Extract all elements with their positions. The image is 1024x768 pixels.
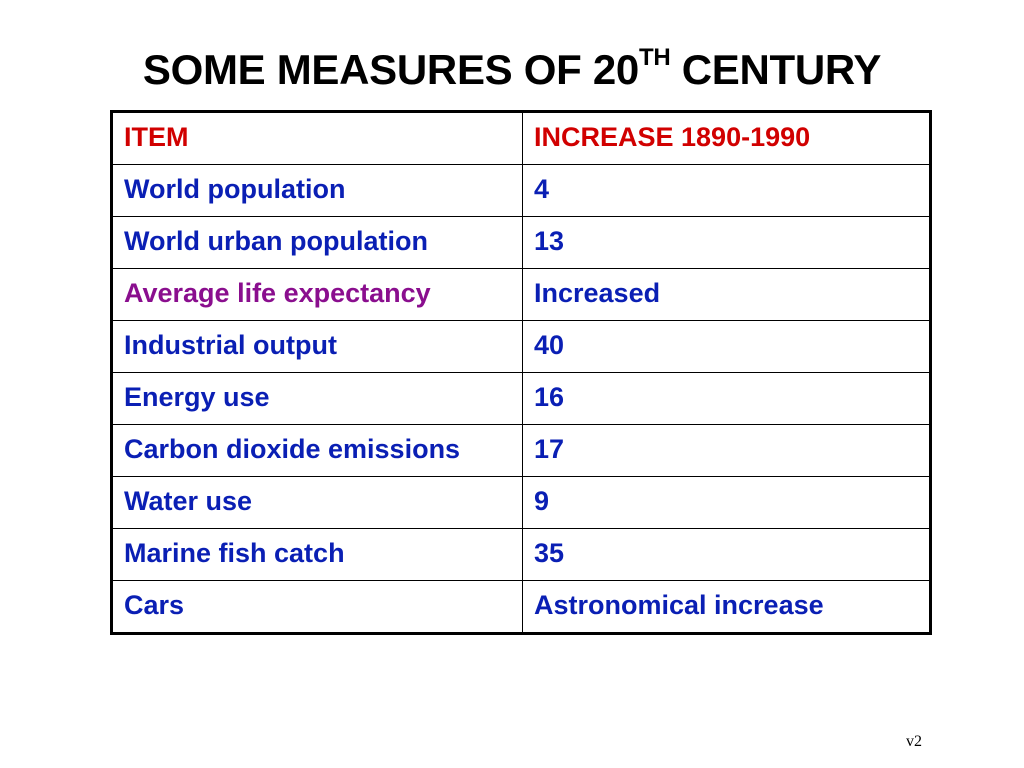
row-increase: 4: [522, 164, 931, 217]
row-increase: 16: [522, 372, 931, 425]
title-suffix: CENTURY: [670, 46, 882, 93]
header-increase: INCREASE 1890-1990: [522, 111, 931, 165]
version-label: v2: [906, 733, 922, 750]
row-item: Carbon dioxide emissions: [111, 424, 523, 477]
table-row: Cars Astronomical increase: [111, 580, 931, 634]
row-item: Water use: [111, 476, 523, 529]
row-item: Industrial output: [111, 320, 523, 373]
row-increase: Astronomical increase: [522, 580, 931, 634]
table-row: World urban population 13: [111, 216, 931, 269]
table-row: Carbon dioxide emissions 17: [111, 424, 931, 477]
table-row: Marine fish catch 35: [111, 528, 931, 581]
row-item: World urban population: [111, 216, 523, 269]
table-row: Industrial output 40: [111, 320, 931, 373]
row-increase: 40: [522, 320, 931, 373]
table-row: Average life expectancy Increased: [111, 268, 931, 321]
table-row: Water use 9: [111, 476, 931, 529]
row-item: World population: [111, 164, 523, 217]
table-header-row: ITEM INCREASE 1890-1990: [111, 111, 931, 165]
row-increase: 13: [522, 216, 931, 269]
row-increase: 35: [522, 528, 931, 581]
table-row: Energy use 16: [111, 372, 931, 425]
slide-title: SOME MEASURES OF 20TH CENTURY: [0, 44, 1024, 94]
row-item: Cars: [111, 580, 523, 634]
title-text: SOME MEASURES OF 20: [142, 46, 639, 93]
row-increase: Increased: [522, 268, 931, 321]
row-increase: 9: [522, 476, 931, 529]
row-increase: 17: [522, 424, 931, 477]
row-item: Marine fish catch: [111, 528, 523, 581]
table-row: World population 4: [111, 164, 931, 217]
header-item: ITEM: [111, 111, 523, 165]
row-item: Energy use: [111, 372, 523, 425]
title-superscript: TH: [638, 44, 671, 71]
measures-table: ITEM INCREASE 1890-1990 World population…: [110, 110, 932, 635]
row-item: Average life expectancy: [111, 268, 523, 321]
